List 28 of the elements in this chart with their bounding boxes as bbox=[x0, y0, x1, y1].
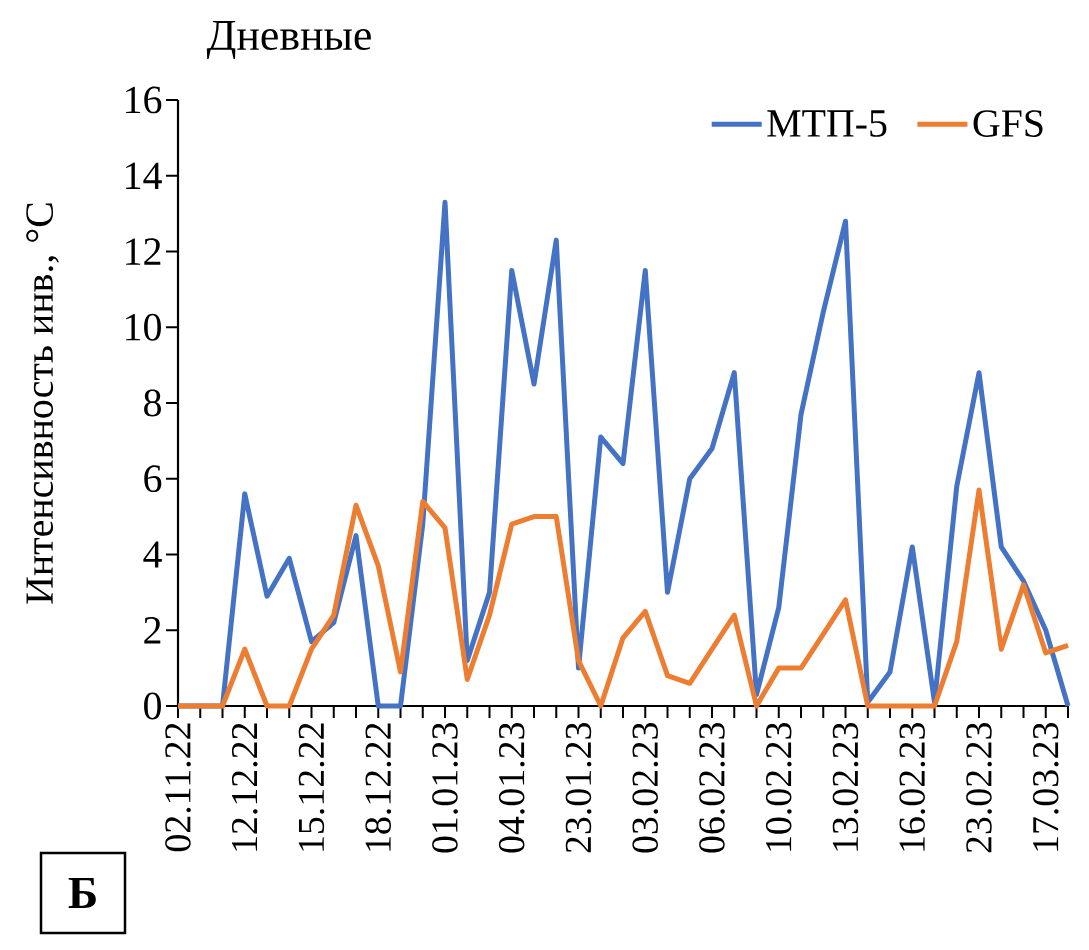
x-tick-label: 18.12.22 bbox=[365, 723, 392, 851]
y-tick-label: 2 bbox=[144, 617, 161, 644]
x-tick-label: 16.02.23 bbox=[899, 722, 926, 851]
y-tick-label: 4 bbox=[143, 541, 162, 568]
x-tick-label: 06.02.23 bbox=[699, 722, 725, 853]
x-tick-label: 13.02.23 bbox=[832, 722, 859, 851]
text: Б bbox=[68, 877, 96, 908]
y-tick-label: 12 bbox=[126, 238, 161, 265]
x-tick-label: 12.12.22 bbox=[231, 723, 258, 851]
legend-label: МТП-5 bbox=[767, 110, 887, 137]
x-tick-label: 17.03.23 bbox=[1032, 722, 1059, 851]
y-tick-label: 6 bbox=[144, 465, 162, 493]
x-tick-label: 15.12.22 bbox=[298, 723, 325, 851]
y-tick-label: 14 bbox=[126, 162, 162, 189]
y-tick-label: 10 bbox=[126, 313, 161, 341]
chart-title: Дневные bbox=[206, 20, 371, 59]
y-axis-title: Интенсивность инв., °C bbox=[26, 203, 59, 604]
x-tick-label: 04.01.23 bbox=[498, 722, 525, 853]
x-tick-label: 02.11.22 bbox=[165, 723, 191, 852]
legend-label: GFS bbox=[973, 110, 1043, 137]
y-tick-label: 0 bbox=[144, 692, 161, 720]
x-tick-label: 03.02.23 bbox=[632, 722, 659, 853]
x-tick-label: 10.02.23 bbox=[765, 722, 792, 851]
x-tick-label: 23.01.23 bbox=[565, 722, 592, 853]
y-tick-label: 8 bbox=[144, 389, 161, 417]
x-tick-label: 01.01.23 bbox=[432, 722, 458, 853]
x-tick-label: 23.02.23 bbox=[966, 722, 992, 853]
y-tick-label: 16 bbox=[126, 86, 162, 114]
